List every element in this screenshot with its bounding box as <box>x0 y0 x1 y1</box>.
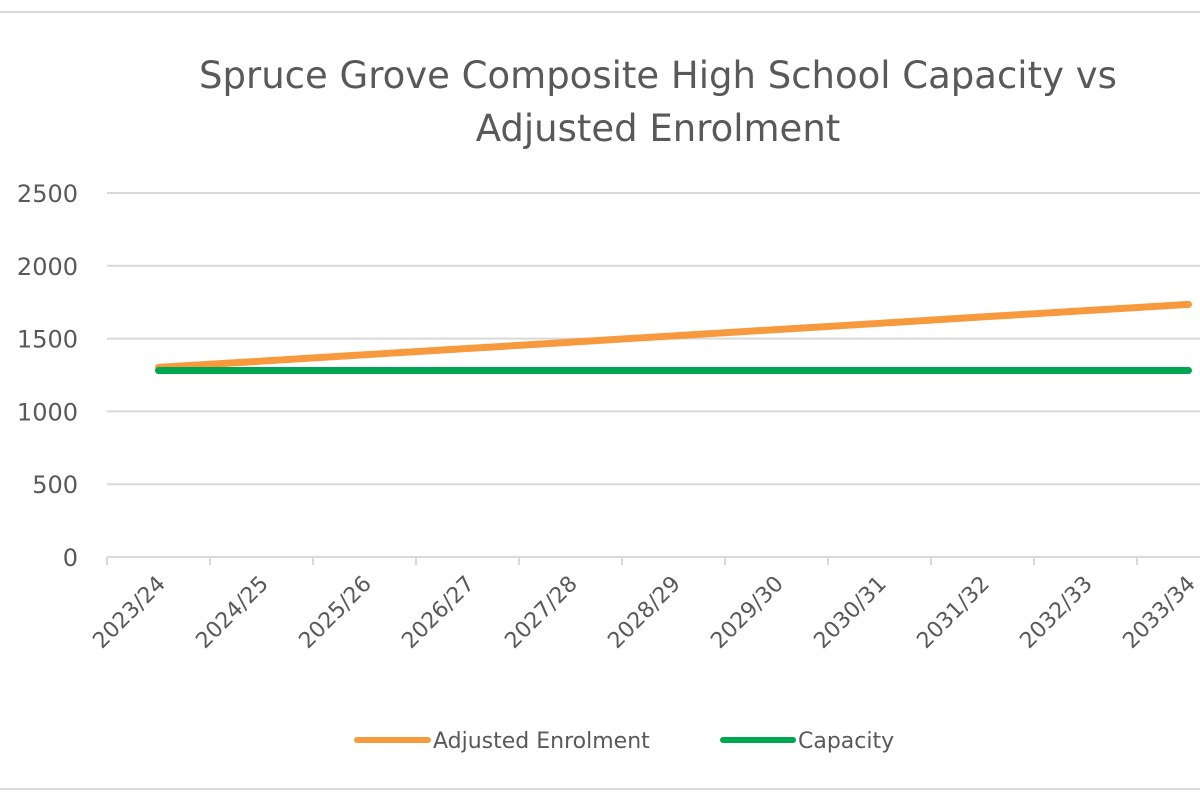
x-tick-label: 2024/25 <box>191 572 273 654</box>
x-tick-label: 2028/29 <box>603 572 685 654</box>
legend-label-adjusted-enrolment: Adjusted Enrolment <box>433 729 650 754</box>
y-tick-label: 0 <box>63 544 78 572</box>
x-tick-label: 2025/26 <box>294 572 376 654</box>
x-tick-label: 2026/27 <box>397 572 479 654</box>
x-tick-label: 2027/28 <box>500 572 582 654</box>
x-tick-label: 2032/33 <box>1015 572 1097 654</box>
series-line-adjusted-enrolment <box>155 300 1192 371</box>
x-tick-label: 2029/30 <box>706 572 788 654</box>
y-tick-label: 2000 <box>17 253 78 281</box>
chart-title-line-2: Adjusted Enrolment <box>476 107 841 150</box>
chart-title-line-1: Spruce Grove Composite High School Capac… <box>199 54 1117 97</box>
x-tick-label: 2031/32 <box>912 572 994 654</box>
legend-label-capacity: Capacity <box>798 729 894 754</box>
y-tick-label: 500 <box>32 471 78 499</box>
y-tick-label: 1500 <box>17 326 78 354</box>
y-tick-label: 2500 <box>17 180 78 208</box>
x-tick-label: 2023/24 <box>88 572 170 654</box>
x-tick-label: 2030/31 <box>809 572 891 654</box>
x-tick-label: 2033/34 <box>1118 572 1200 654</box>
y-tick-label: 1000 <box>17 398 78 426</box>
